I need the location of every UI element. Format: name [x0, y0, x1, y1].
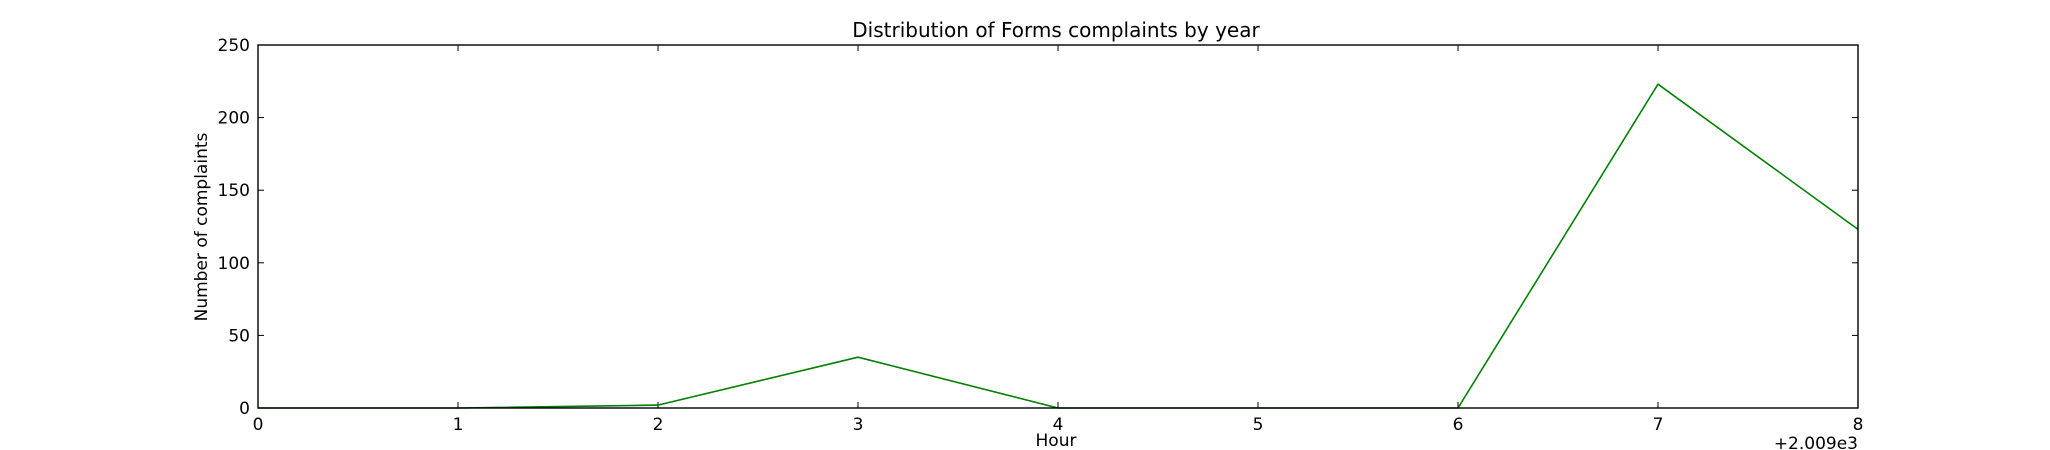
x-tick-label: 1	[453, 415, 464, 435]
series-line	[258, 83, 1859, 409]
series-layer	[258, 83, 1859, 409]
x-tick-label: 0	[253, 415, 264, 435]
x-tick-label: 8	[1853, 415, 1864, 435]
plot-frame	[257, 44, 1859, 409]
x-tick-label: 3	[853, 415, 864, 435]
y-tick-label: 250	[218, 36, 250, 56]
y-tick-label: 200	[218, 109, 250, 129]
y-tick-label: 50	[228, 326, 250, 346]
x-tick-label: 5	[1253, 415, 1264, 435]
x-tick-label: 4	[1053, 415, 1064, 435]
x-axis-label: Hour	[1036, 431, 1077, 450]
x-tick-label: 6	[1453, 415, 1464, 435]
axis-ticks: 0 1 2 3 4 5 6 7 8 0 50 100 150 200 250	[218, 36, 1864, 435]
y-tick-label: 150	[218, 181, 250, 201]
y-axis-label: Number of complaints	[192, 132, 212, 321]
chart-title: Distribution of Forms complaints by year	[852, 18, 1260, 42]
y-tick-label: 100	[218, 254, 250, 274]
x-tick-label: 2	[653, 415, 664, 435]
x-tick-label: 7	[1653, 415, 1664, 435]
y-tick-label: 0	[239, 399, 250, 419]
x-offset-label: +2.009e3	[1774, 434, 1858, 450]
